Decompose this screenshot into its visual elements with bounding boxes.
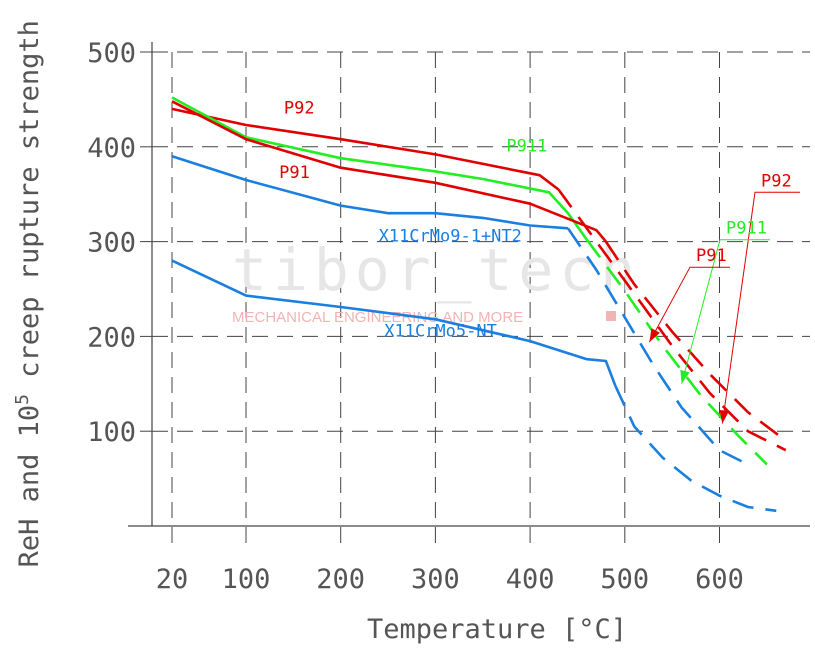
callout-leader-p91 [648, 266, 730, 343]
series-label-p91: P91 [279, 163, 310, 183]
series-label-p911: P911 [506, 137, 547, 157]
callout-arrow-p92 [719, 409, 729, 424]
series-x11crmo5-nt-dashed [614, 385, 777, 513]
y-tick-label: 200 [87, 322, 136, 353]
y-tick-label: 400 [87, 133, 136, 164]
series-p91-dashed [604, 240, 787, 442]
series-p92-solid [171, 107, 560, 191]
watermark: tibor_tech MECHANICAL ENGINEERING AND MO… [232, 236, 641, 326]
x-tick-label: 200 [316, 564, 365, 595]
y-axis-title-rest: creep rupture strength [MPa] [14, 0, 45, 394]
series-x11crmo5-nt-solid [171, 259, 617, 387]
series-label-p92: P92 [284, 99, 315, 119]
watermark-square [606, 311, 616, 321]
y-axis-title: ReH and 105 creep rupture strength [MPa] [12, 0, 46, 567]
callout-arrow-p91 [649, 328, 660, 343]
callout-label-p91: P91 [696, 246, 727, 266]
series-x11crmo9-1-nt2-dashed [566, 227, 749, 466]
callout-label-p92: P92 [761, 171, 792, 191]
series-group [171, 96, 787, 513]
series-x11crmo9-1-nt2-solid [171, 155, 569, 230]
x-tick-label: 600 [695, 564, 744, 595]
watermark-logo: tibor_tech [232, 236, 641, 304]
y-tick-label: 300 [87, 228, 136, 259]
series-label-x11crmo5-nt: X11CrMo5-NT [384, 321, 497, 341]
series-p92-dashed [557, 188, 787, 452]
callout-leader-p911 [681, 239, 770, 384]
series-label-x11crmo9-1-nt2: X11CrMo9-1+NT2 [379, 227, 522, 247]
y-tick-label: 500 [87, 38, 136, 69]
series-p911-dashed [585, 238, 768, 466]
y-axis-title-sup: 5 [12, 394, 33, 405]
x-tick-label: 400 [506, 564, 555, 595]
callout-leader-p92 [721, 191, 800, 424]
x-tick-label: 20 [156, 564, 189, 595]
y-tick-label: 100 [87, 417, 136, 448]
callout-label-p911: P911 [726, 219, 767, 239]
series-p91-solid [171, 100, 607, 243]
x-tick-label: 100 [222, 564, 271, 595]
x-tick-label: 300 [411, 564, 460, 595]
series-p911-solid [171, 96, 588, 241]
grid [152, 51, 810, 544]
x-tick-label: 500 [600, 564, 649, 595]
x-axis-title: Temperature [°C] [367, 614, 627, 645]
y-axis-title-main: ReH and 10 [14, 405, 45, 568]
callout-arrow-p911 [680, 369, 690, 384]
labels-group: P92 P92 P911 P911 P91 P91 X11CrMo9-1+NT2 X11CrM… [279, 99, 800, 424]
axes: 100 200 300 400 500 20 100 200 300 400 500 600 [87, 38, 810, 595]
